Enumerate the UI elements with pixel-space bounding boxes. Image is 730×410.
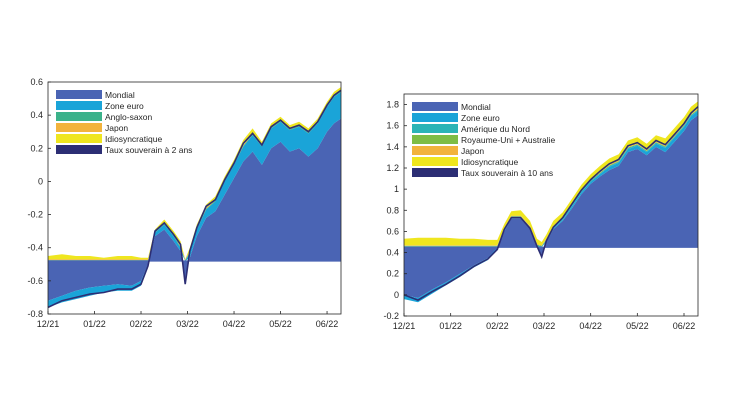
legend-swatch [56, 123, 102, 132]
y-tick-label: 0.4 [386, 248, 399, 258]
legend-label: Taux souverain à 10 ans [461, 168, 553, 178]
x-tick-label: 06/22 [316, 319, 339, 329]
legend-label: Zone euro [461, 113, 500, 123]
y-tick-label: -0.2 [27, 210, 43, 220]
legend-label: Idiosyncratique [105, 134, 162, 144]
x-tick-label: 03/22 [176, 319, 199, 329]
x-tick-label: 04/22 [223, 319, 246, 329]
x-tick-label: 12/21 [37, 319, 60, 329]
x-tick-label: 02/22 [486, 321, 509, 331]
y-tick-label: -0.4 [27, 243, 43, 253]
y-tick-label: -0.6 [27, 276, 43, 286]
area-zone-euro [48, 91, 341, 308]
legend-swatch [56, 134, 102, 143]
x-tick-label: 12/21 [393, 321, 416, 331]
legend-swatch [56, 90, 102, 99]
y-tick-label: 0.6 [386, 226, 399, 236]
plot-frame [47, 81, 342, 315]
y-tick-label: 0.2 [386, 269, 399, 279]
y-tick-label: 0.2 [30, 143, 43, 153]
y-tick-label: 0.6 [30, 77, 43, 87]
legend-swatch [412, 168, 458, 177]
y-tick-label: 0 [38, 176, 43, 186]
legend-label: Idiosyncratique [461, 157, 518, 167]
y-tick-label: 1 [394, 184, 399, 194]
legend-swatch [56, 101, 102, 110]
y-tick-label: 1.8 [386, 100, 399, 110]
legend-label: Amérique du Nord [461, 124, 530, 134]
legend-swatch [412, 113, 458, 122]
x-tick-label: 05/22 [269, 319, 292, 329]
legend-swatch [412, 157, 458, 166]
x-tick-label: 06/22 [673, 321, 696, 331]
legend-swatch [56, 145, 102, 154]
rate-line [403, 106, 699, 301]
legend-label: Mondial [461, 102, 491, 112]
x-tick-label: 02/22 [130, 319, 153, 329]
x-tick-label: 03/22 [533, 321, 556, 331]
y-tick-label: -0.2 [383, 311, 399, 321]
y-tick-label: 0 [394, 290, 399, 300]
x-tick-label: 04/22 [579, 321, 602, 331]
left-chart-2y: -0.8 -0.6 -0.4 -0.2 0 0.2 0.4 0.6 12/21 01/22 02/2… [27, 77, 342, 329]
legend-label: Zone euro [105, 101, 144, 111]
y-tick-label: 0.4 [30, 110, 43, 120]
legend-swatch [412, 146, 458, 155]
legend-swatch [412, 124, 458, 133]
area-mondial [404, 115, 698, 298]
legend-label: Royaume-Uni + Australie [461, 135, 556, 145]
x-tick-label: 05/22 [626, 321, 649, 331]
legend-swatch [412, 102, 458, 111]
y-tick-label: 0.8 [386, 205, 399, 215]
y-tick-label: -0.8 [27, 309, 43, 319]
y-tick-label: 1.2 [386, 163, 399, 173]
y-tick-label: 1.6 [386, 121, 399, 131]
plot-frame [403, 93, 699, 317]
legend-label: Japon [105, 123, 128, 133]
y-tick-label: 1.4 [386, 142, 399, 152]
x-tick-label: 01/22 [83, 319, 106, 329]
legend-label: Mondial [105, 90, 135, 100]
right-chart-10y: -0.2 0 0.2 0.4 0.6 0.8 1 1.2 1.4 1.6 1.8 12/21 01/22… [383, 93, 699, 331]
rate-line [47, 89, 342, 309]
legend-swatch [56, 112, 102, 121]
x-tick-label: 01/22 [439, 321, 462, 331]
legend-label: Japon [461, 146, 484, 156]
legend-label: Taux souverain à 2 ans [105, 145, 192, 155]
legend-label: Anglo-saxon [105, 112, 153, 122]
legend-swatch [412, 135, 458, 144]
area-mondial [48, 118, 341, 301]
